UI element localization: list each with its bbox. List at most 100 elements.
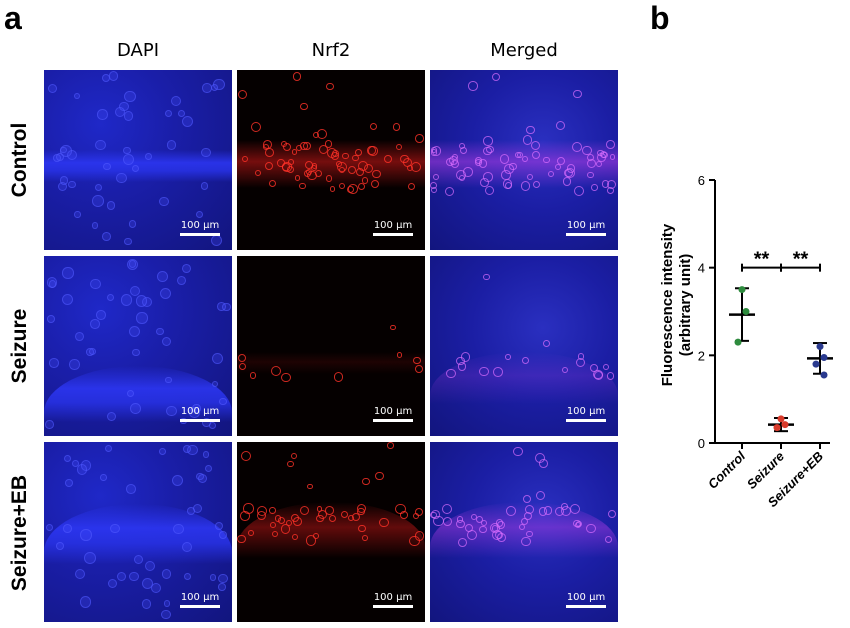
cell-dot	[45, 420, 54, 429]
cell-dot	[270, 522, 277, 529]
cell-dot	[479, 525, 487, 533]
data-point	[773, 424, 781, 432]
data-point	[777, 415, 785, 423]
data-point	[734, 338, 742, 346]
cell-dot	[181, 115, 193, 127]
scale-bar-label: 100 µm	[373, 220, 413, 231]
cell-dot	[573, 90, 582, 99]
cell-dot	[547, 170, 555, 178]
cell-dot	[181, 542, 193, 553]
cell-dot	[201, 147, 211, 158]
cell-dot	[520, 518, 528, 526]
cell-dot	[161, 609, 171, 620]
cell-dot	[161, 569, 172, 579]
cell-dot	[277, 516, 285, 524]
cell-dot	[130, 402, 141, 414]
scale-bar: 100 µm	[180, 406, 220, 422]
cell-dot	[582, 145, 592, 156]
cell-dot	[604, 535, 613, 544]
cell-dot	[562, 177, 572, 186]
cell-dot	[133, 554, 144, 564]
cell-dot	[531, 150, 541, 160]
cell-dot	[75, 331, 84, 341]
cell-dot	[116, 172, 127, 183]
cell-dot	[362, 477, 370, 486]
cell-dot	[128, 325, 141, 338]
cell-dot	[122, 154, 134, 166]
cell-dot	[593, 370, 603, 380]
cell-dot	[292, 517, 302, 526]
cell-dot	[531, 141, 541, 151]
cell-dot	[342, 153, 349, 160]
cell-dot	[303, 170, 311, 178]
cell-dot	[556, 120, 566, 130]
cell-dot	[107, 293, 115, 302]
cell-dot	[177, 110, 185, 118]
significance-label: **	[793, 249, 809, 271]
cell-dot	[296, 145, 303, 152]
cell-dot	[367, 146, 376, 155]
cell-dot	[163, 600, 170, 607]
cell-dot	[105, 445, 113, 453]
cell-dot	[339, 182, 346, 189]
cell-dot	[357, 160, 368, 171]
scale-bar-label: 100 µm	[373, 406, 413, 417]
cell-dot	[442, 516, 452, 526]
cell-dot	[539, 458, 549, 468]
cell-dot	[69, 359, 80, 370]
scale-bar: 100 µm	[373, 406, 413, 422]
cell-dot	[499, 154, 510, 165]
row-label-seizure-eb: Seizure+EB	[8, 474, 31, 592]
cell-dot	[606, 140, 615, 149]
micrograph-seizure-dapi: 100 µm	[44, 256, 232, 436]
cell-dot	[97, 109, 108, 120]
cell-dot	[577, 353, 585, 361]
cell-dot	[49, 358, 59, 368]
cell-dot	[444, 186, 455, 197]
cell-dot	[441, 503, 452, 514]
cell-dot	[430, 186, 437, 194]
scale-bar: 100 µm	[180, 220, 220, 236]
cell-dot	[607, 186, 614, 194]
cell-dot	[159, 448, 166, 455]
cell-dot	[91, 222, 98, 229]
cell-dot	[476, 515, 484, 523]
cell-dot	[48, 280, 57, 288]
cell-dot	[100, 474, 107, 481]
cell-dot	[311, 164, 318, 171]
cell-dot	[282, 162, 292, 172]
column-header-dapi: DAPI	[116, 40, 160, 61]
cell-dot	[457, 537, 467, 547]
cell-dot	[269, 507, 276, 514]
cell-dot	[214, 521, 223, 530]
cell-dot	[106, 411, 117, 421]
cell-dot	[571, 142, 583, 153]
cell-dot	[471, 513, 478, 520]
scale-bar-label: 100 µm	[373, 592, 413, 603]
cell-dot	[176, 275, 186, 285]
cell-dot	[193, 504, 203, 514]
cell-dot	[370, 179, 379, 188]
cell-dot	[524, 504, 535, 514]
scale-bar-label: 100 µm	[180, 406, 220, 417]
cell-dot	[124, 237, 132, 246]
scale-bar-label: 100 µm	[566, 406, 606, 417]
scale-bar: 100 µm	[566, 406, 606, 422]
cell-dot	[521, 536, 531, 547]
cell-dot	[432, 173, 439, 181]
cell-dot	[291, 148, 298, 155]
cell-dot	[513, 446, 523, 457]
cell-dot	[468, 81, 478, 91]
cell-dot	[136, 312, 148, 324]
cell-dot	[47, 315, 55, 323]
cell-dot	[288, 159, 294, 165]
cell-dot	[262, 143, 270, 151]
y-axis-label: Fluorescence intensity	[659, 223, 676, 386]
cell-dot	[369, 123, 378, 131]
cell-dot	[62, 267, 74, 279]
cell-dot	[280, 524, 291, 534]
scale-bar: 100 µm	[180, 592, 220, 608]
cell-dot	[389, 324, 396, 331]
cell-dot	[556, 156, 565, 165]
cell-dot	[90, 279, 101, 290]
